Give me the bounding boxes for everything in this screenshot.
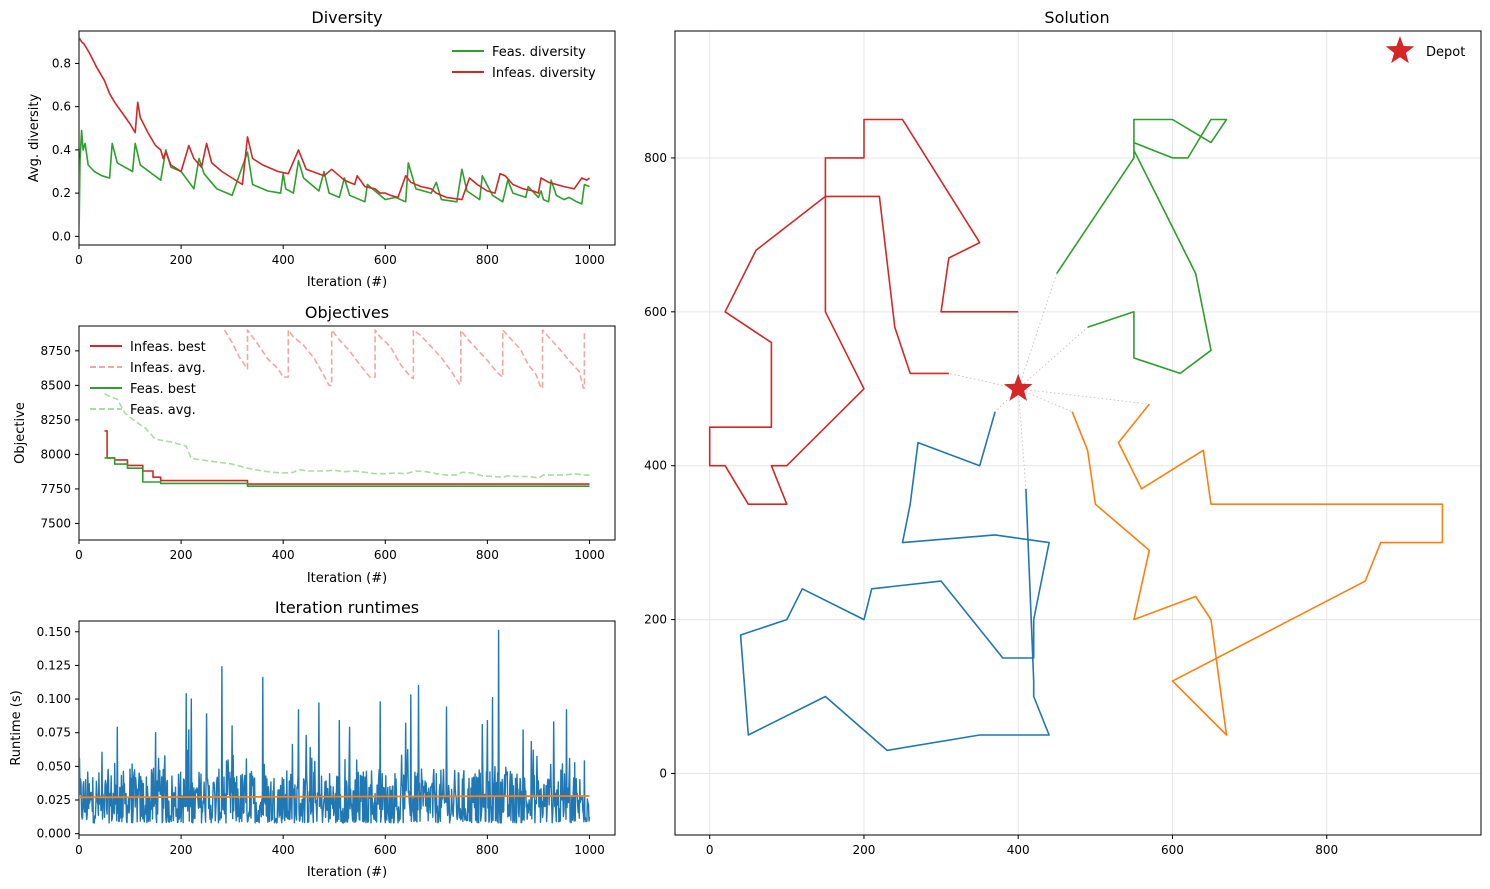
legend-infeas-diversity-label: Infeas. diversity: [492, 66, 596, 81]
solution-title: Solution: [1044, 8, 1109, 27]
runtimes-ytick-label: 0.050: [37, 759, 71, 773]
legend-feas-best-label: Feas. best: [130, 382, 196, 397]
solution-xtick-label: 200: [853, 843, 876, 857]
diversity-xtick-label: 1000: [574, 253, 605, 267]
objectives-xtick-label: 0: [75, 548, 83, 562]
legend-feas-avg-label: Feas. avg.: [130, 403, 196, 418]
diversity-axes: [78, 30, 616, 246]
depot-star-icon: [1004, 373, 1033, 401]
diversity-ylabel: Avg. diversity: [27, 93, 42, 182]
legend-depot-star-icon: [1385, 36, 1415, 64]
runtimes-ytick-label: 0.000: [37, 827, 71, 841]
objectives-xtick-label: 800: [476, 548, 499, 562]
route-3-line: [1056, 118, 1228, 375]
objectives-xlabel: Iteration (#): [307, 571, 387, 586]
objectives-axes: [78, 325, 616, 541]
legend-infeas-best-label: Infeas. best: [130, 340, 206, 355]
diversity-ytick-label: 0.8: [52, 56, 71, 70]
objectives-ytick-label: 8000: [40, 447, 71, 461]
objectives-ytick-label: 8250: [40, 413, 71, 427]
objectives-legend: Infeas. best Infeas. avg. Feas. best Fea…: [90, 340, 206, 418]
route-1-line: [739, 411, 1050, 752]
runtime-average-line: [79, 795, 590, 799]
solution-xtick-label: 800: [1315, 843, 1338, 857]
depot-connector: [1017, 326, 1088, 390]
diversity-xlabel: Iteration (#): [307, 275, 387, 290]
solution-xtick-label: 600: [1161, 843, 1184, 857]
objectives-ylabel: Objective: [13, 402, 28, 464]
diversity-ytick-label: 0.2: [52, 186, 71, 200]
feas-best-line: [104, 457, 590, 488]
legend-feas-diversity-label: Feas. diversity: [492, 45, 586, 60]
diversity-xtick-label: 0: [75, 253, 83, 267]
depot-connector: [1017, 273, 1058, 389]
solution-legend: Depot: [1385, 36, 1465, 64]
legend-depot-label: Depot: [1426, 45, 1465, 60]
objectives-xtick-label: 1000: [574, 548, 605, 562]
runtimes-xtick-label: 0: [75, 843, 83, 857]
objectives-ytick-label: 8750: [40, 344, 71, 358]
runtimes-xtick-label: 400: [272, 843, 295, 857]
solution-xtick-label: 0: [706, 843, 714, 857]
runtimes-ytick-label: 0.075: [37, 726, 71, 740]
solution-ytick-label: 600: [644, 305, 667, 319]
infeas-diversity-line: [79, 37, 591, 201]
runtimes-title: Iteration runtimes: [275, 598, 419, 617]
solution-axes: [674, 30, 1482, 836]
objectives-xtick-label: 600: [374, 548, 397, 562]
solution-xtick-label: 400: [1007, 843, 1030, 857]
diversity-xtick-label: 800: [476, 253, 499, 267]
runtimes-xtick-label: 600: [374, 843, 397, 857]
runtimes-ytick-label: 0.125: [37, 658, 71, 672]
diversity-title: Diversity: [311, 8, 382, 27]
route-2-line: [1071, 403, 1444, 736]
diversity-ytick-label: 0.4: [52, 143, 71, 157]
feas-avg-line: [104, 392, 590, 479]
solution-ytick-label: 200: [644, 613, 667, 627]
solution-ytick-label: 400: [644, 459, 667, 473]
runtimes-ylabel: Runtime (s): [9, 690, 24, 765]
runtimes-panel: Iteration runtimes 0 200 400 600 800 1000 0.0…: [9, 598, 616, 880]
objectives-xtick-label: 400: [272, 548, 295, 562]
objectives-title: Objectives: [305, 303, 389, 322]
diversity-panel: Diversity 0 200 400 600 800 1000 0.0 0.2 0.4 0.6…: [27, 8, 616, 290]
runtimes-axes: [78, 620, 616, 836]
diversity-legend: Feas. diversity Infeas. diversity: [452, 45, 596, 81]
feas-diversity-line: [79, 129, 590, 237]
objectives-ytick-label: 7500: [40, 516, 71, 530]
depot-connector: [1018, 388, 1073, 413]
runtimes-xtick-label: 200: [170, 843, 193, 857]
solution-panel: Solution 0 200 400 600 800 0 200 400 600 800 Dep…: [644, 8, 1482, 857]
objectives-xtick-label: 200: [170, 548, 193, 562]
runtimes-ytick-label: 0.150: [37, 625, 71, 639]
runtimes-xlabel: Iteration (#): [307, 865, 387, 880]
runtimes-ytick-label: 0.100: [37, 692, 71, 706]
route-4-line: [708, 118, 1019, 506]
infeas-avg-line: [223, 329, 586, 389]
runtimes-xtick-label: 800: [476, 843, 499, 857]
runtimes-xtick-label: 1000: [574, 843, 605, 857]
objectives-panel: Objectives 0 200 400 600 800 1000 7500 7750 800…: [13, 303, 616, 586]
solution-ytick-label: 800: [644, 151, 667, 165]
objectives-ytick-label: 8500: [40, 378, 71, 392]
diversity-xtick-label: 400: [272, 253, 295, 267]
objectives-ytick-label: 7750: [40, 482, 71, 496]
diversity-ytick-label: 0.6: [52, 100, 71, 114]
solution-ytick-label: 0: [659, 766, 667, 780]
diversity-xtick-label: 200: [170, 253, 193, 267]
depot-connector: [1018, 388, 1150, 405]
depot-connector: [1017, 388, 1027, 489]
diversity-xtick-label: 600: [374, 253, 397, 267]
runtimes-ytick-label: 0.025: [37, 793, 71, 807]
diversity-ytick-label: 0.0: [52, 229, 71, 243]
legend-infeas-avg-label: Infeas. avg.: [130, 361, 206, 376]
runtime-line: [79, 629, 591, 824]
